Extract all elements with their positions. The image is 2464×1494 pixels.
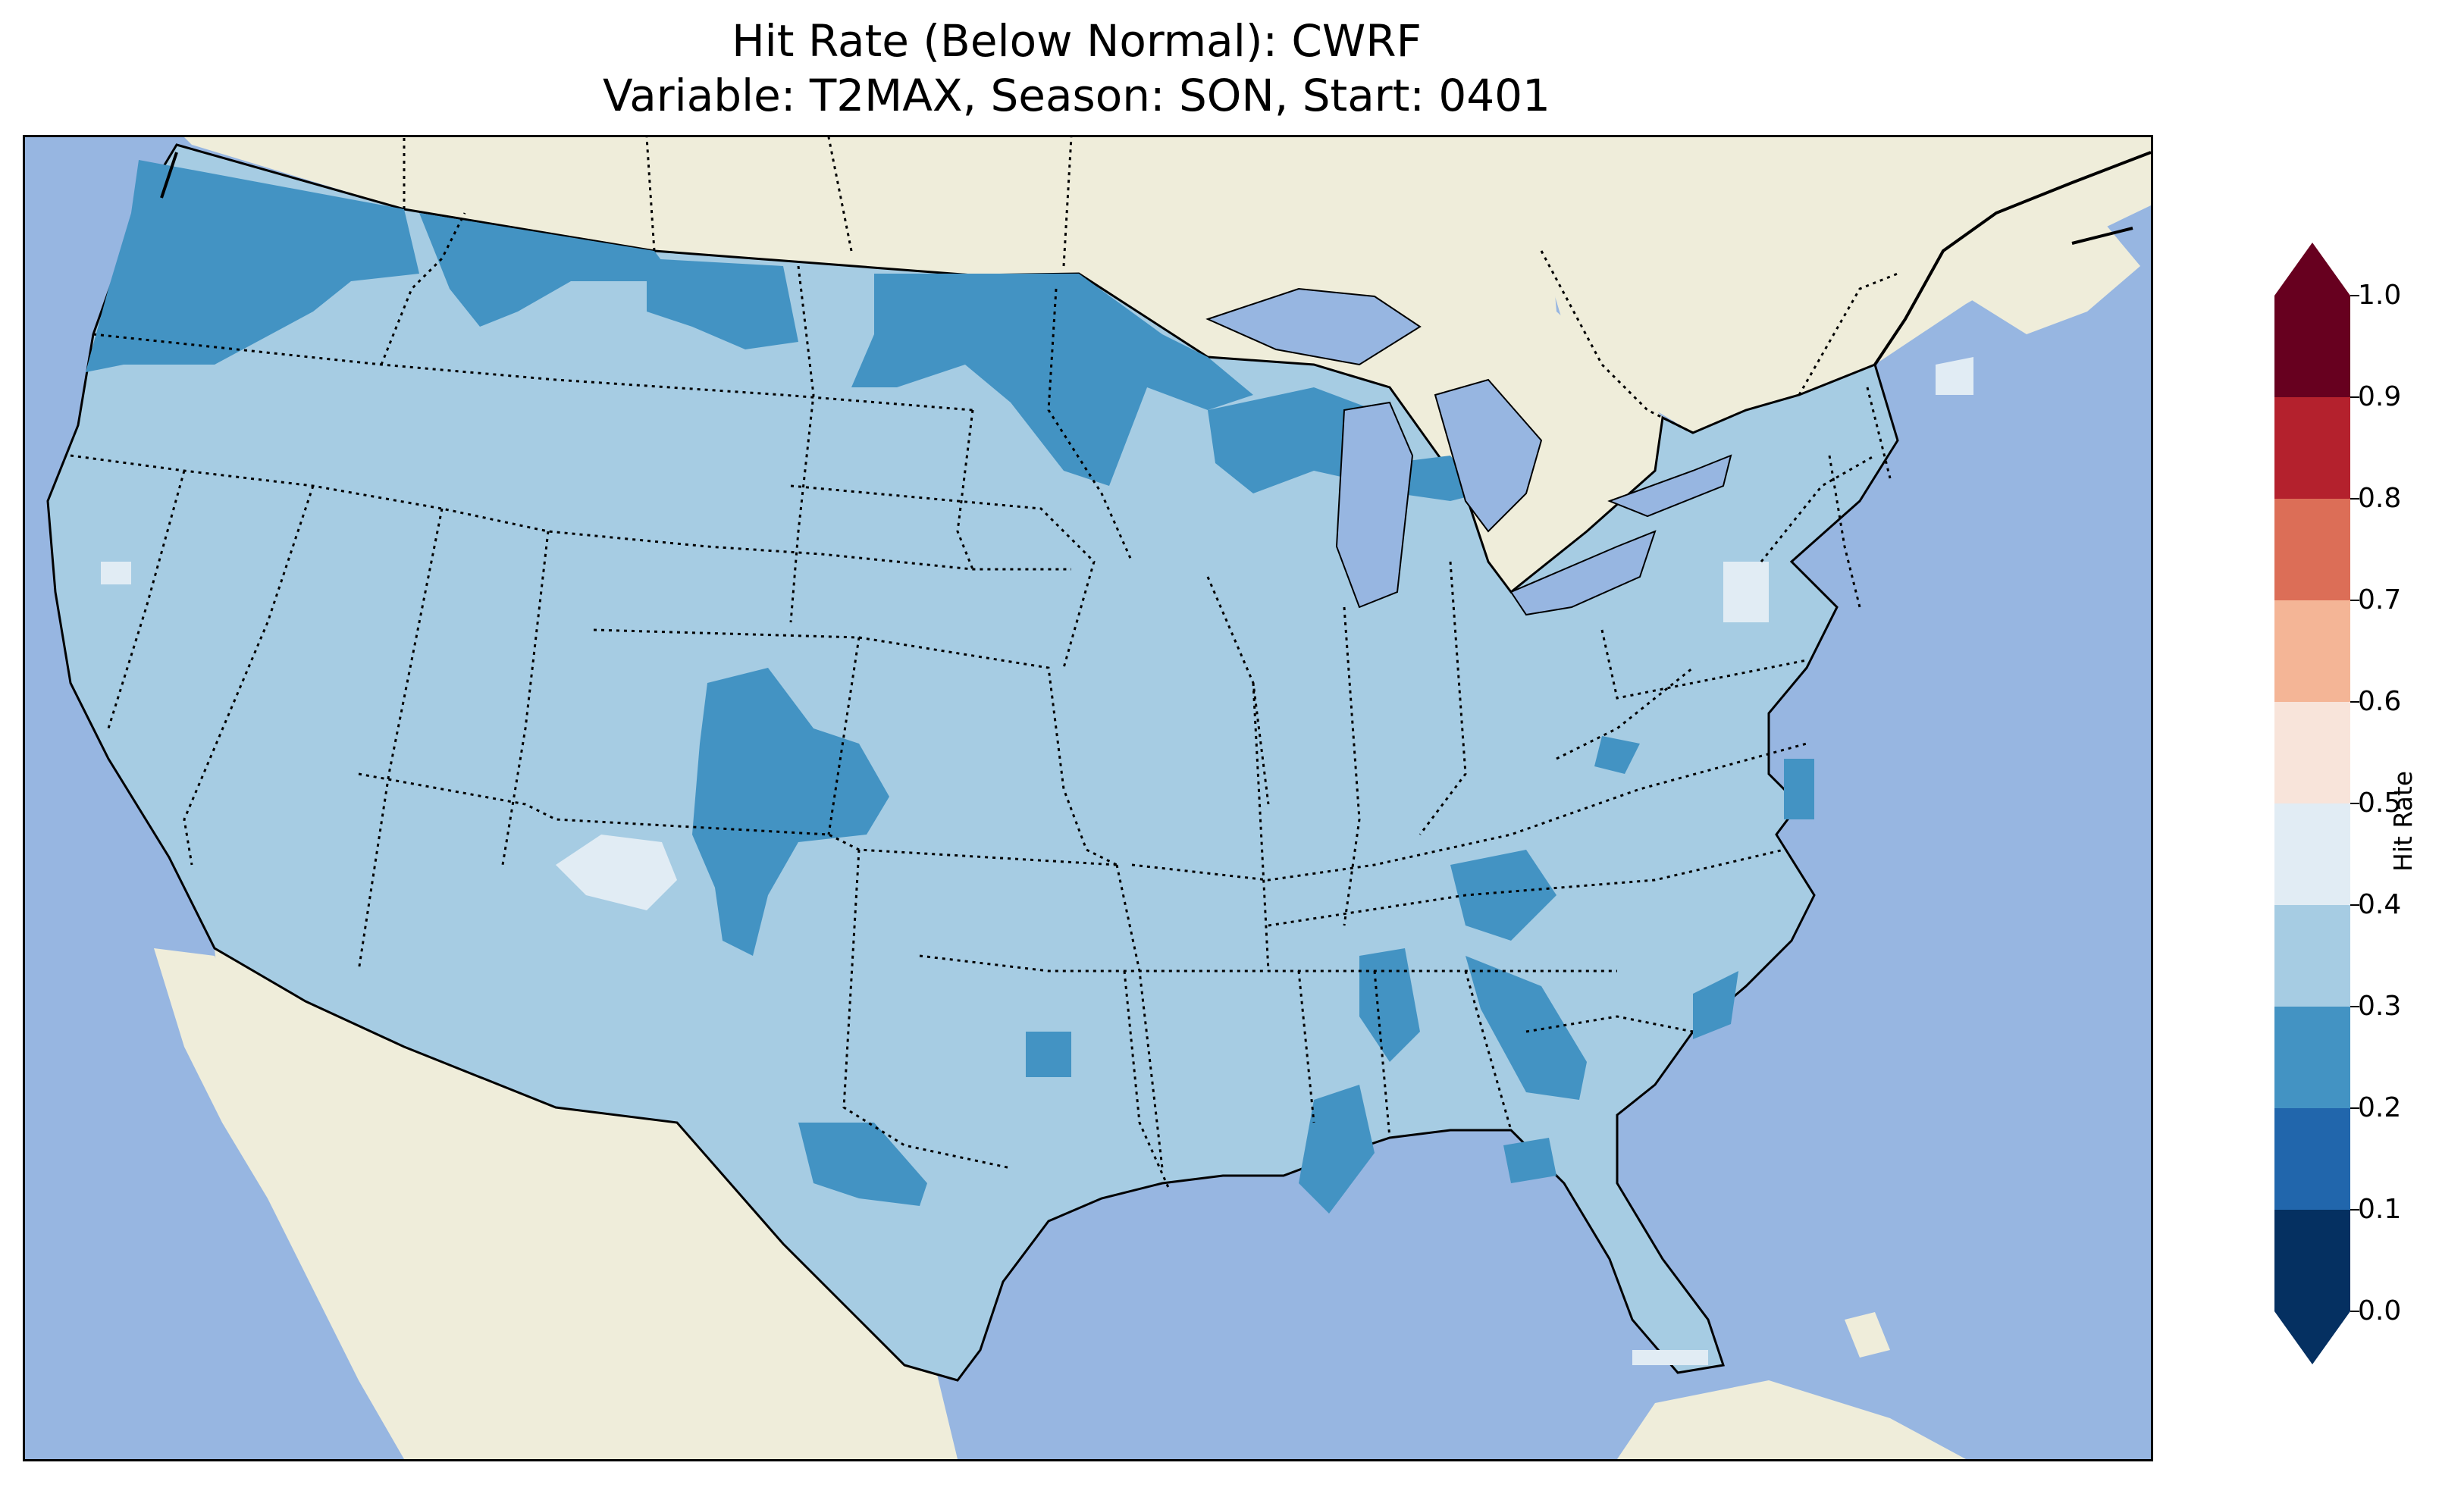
colorbar-bin-2 bbox=[2274, 1007, 2350, 1108]
colorbar-label: Hit Rate bbox=[2388, 770, 2418, 872]
colorbar-under-arrow bbox=[2274, 1311, 2350, 1364]
map-title-line-1: Hit Rate (Below Normal): CWRF bbox=[732, 15, 1422, 67]
colorbar-bin-0 bbox=[2274, 1210, 2350, 1311]
map-title-line-2: Variable: T2MAX, Season: SON, Start: 040… bbox=[603, 70, 1550, 121]
map-area bbox=[23, 135, 2153, 1461]
cuba-land bbox=[1617, 1380, 1966, 1459]
province-borders bbox=[1540, 250, 1898, 434]
hitrate-0.4-0.5-regions bbox=[101, 357, 1973, 1365]
us-hitrate-field bbox=[46, 143, 1899, 1382]
colorbar-tick-label-8: 0.8 bbox=[2358, 483, 2402, 514]
colorbar-tick-label-10: 1.0 bbox=[2358, 280, 2402, 311]
colorbar-tick-label-3: 0.3 bbox=[2358, 991, 2402, 1022]
colorbar-bin-6 bbox=[2274, 600, 2350, 702]
colorbar-tick-label-1: 0.1 bbox=[2358, 1194, 2402, 1225]
bahamas-land bbox=[1845, 1312, 1890, 1358]
colorbar-tick-label-7: 0.7 bbox=[2358, 584, 2402, 615]
colorbar-bin-9 bbox=[2274, 296, 2350, 397]
coastlines bbox=[160, 151, 2151, 366]
colorbar-tick-label-4: 0.4 bbox=[2358, 889, 2402, 920]
colorbar-tick-label-0: 0.0 bbox=[2358, 1295, 2402, 1326]
colorbar-bin-8 bbox=[2274, 397, 2350, 499]
colorbar-tick-label-9: 0.9 bbox=[2358, 381, 2402, 412]
colorbar bbox=[2274, 243, 2359, 1364]
colorbar-bin-7 bbox=[2274, 499, 2350, 600]
colorbar-bin-4 bbox=[2274, 803, 2350, 905]
baja-land bbox=[154, 948, 434, 1459]
canada-land-west bbox=[184, 137, 1663, 592]
colorbar-tick-label-5: 0.5 bbox=[2358, 788, 2402, 819]
great-lakes bbox=[1205, 287, 1732, 616]
colorbar-bin-1 bbox=[2274, 1108, 2350, 1210]
colorbar-bin-5 bbox=[2274, 702, 2350, 803]
mexico-land bbox=[215, 948, 958, 1459]
state-borders bbox=[70, 137, 1892, 1192]
colorbar-over-arrow bbox=[2274, 243, 2350, 296]
maritime-land bbox=[1966, 221, 2140, 334]
colorbar-bin-3 bbox=[2274, 905, 2350, 1007]
colorbar-tick-label-6: 0.6 bbox=[2358, 686, 2402, 717]
colorbar-tick-label-2: 0.2 bbox=[2358, 1092, 2402, 1123]
canada-land bbox=[25, 137, 2151, 433]
